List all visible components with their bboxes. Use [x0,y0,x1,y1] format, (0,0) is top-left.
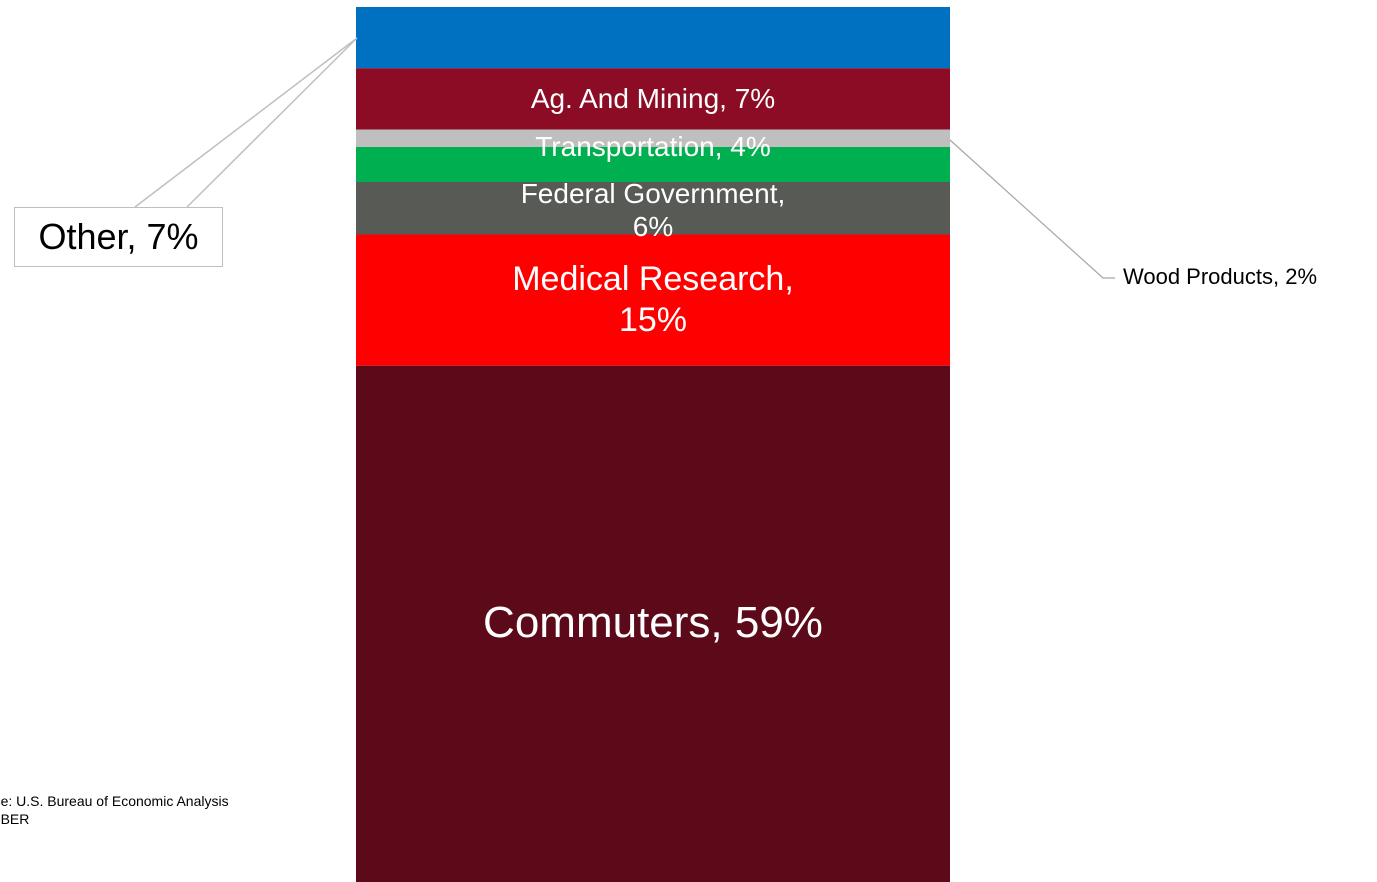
bar-segment [356,234,950,366]
segment-label: Federal Government, 6% [520,177,786,243]
bar-segment [356,365,950,882]
callout-label: Wood Products, 2% [1123,264,1318,289]
bar-segment [356,7,950,69]
leader-line [949,139,1115,279]
segment-label: Medical Research, 15% [512,260,794,340]
segment-label: Commuters, 59% [483,598,823,648]
segment-label: Ag. And Mining, 7% [530,83,776,115]
callout-label: Other, 7% [14,207,223,267]
bar-segment [356,68,950,130]
bar-segment [356,129,950,147]
bar-segment [356,147,950,182]
leader-line [134,37,358,208]
segment-label: Transportation, 4% [535,130,771,162]
source-clip: Source: U.S. Bureau of Economic Analysis… [0,792,300,832]
bar-segment [356,182,950,235]
source-note: Source: U.S. Bureau of Economic Analysis… [0,793,229,827]
leader-line [186,37,358,208]
